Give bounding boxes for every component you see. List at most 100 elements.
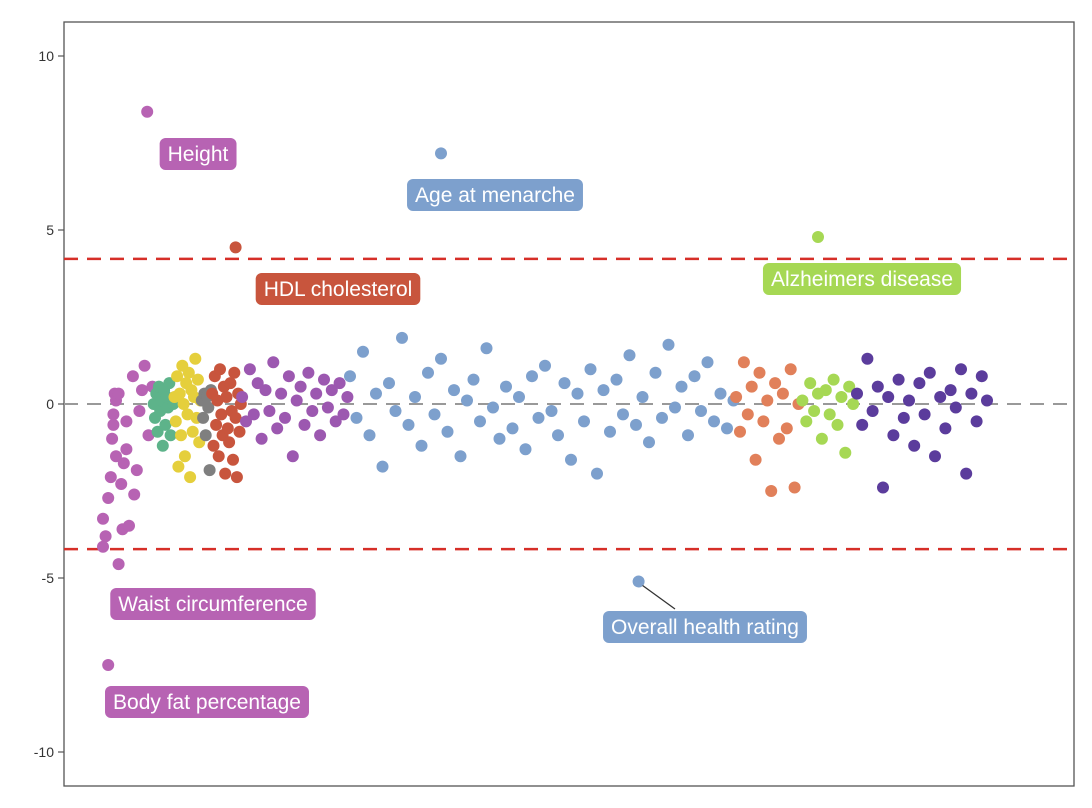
data-point: [506, 422, 519, 435]
data-point: [169, 415, 182, 428]
data-point: [923, 366, 936, 379]
data-point: [376, 460, 389, 473]
data-point: [765, 485, 778, 497]
data-point: [409, 391, 421, 403]
data-point: [861, 352, 874, 365]
data-point: [396, 331, 408, 344]
callout-label: Alzheimers disease: [762, 263, 962, 295]
data-point: [133, 405, 146, 417]
data-point: [243, 363, 256, 376]
data-point: [788, 481, 801, 494]
data-point: [138, 359, 151, 372]
data-point: [402, 418, 415, 431]
data-point: [610, 373, 623, 386]
data-point: [688, 370, 701, 383]
callout-text: Age at menarche: [415, 184, 575, 207]
data-point: [186, 425, 199, 438]
data-point: [178, 450, 191, 463]
data-point: [130, 464, 143, 477]
callout-label: Height: [159, 138, 237, 170]
data-point: [363, 429, 376, 442]
data-point: [171, 370, 184, 383]
callout-background: [762, 263, 962, 295]
data-point: [815, 432, 828, 445]
callout-label: Waist circumference: [110, 588, 316, 620]
callouts: Height Age at menarche HDL cholesterol Alzh…: [105, 138, 962, 718]
data-point: [636, 391, 649, 403]
data-point: [228, 366, 241, 379]
data-point: [117, 457, 130, 470]
data-point: [306, 405, 319, 417]
data-point: [247, 408, 260, 421]
callout-text: Alzheimers disease: [771, 268, 953, 291]
data-point: [321, 401, 334, 414]
data-point: [649, 366, 662, 379]
data-point: [435, 352, 447, 365]
callout-label: HDL cholesterol: [255, 273, 421, 305]
data-point: [675, 380, 688, 393]
data-point: [539, 359, 551, 372]
data-point: [227, 453, 239, 466]
data-point: [203, 464, 216, 477]
data-point: [211, 394, 224, 407]
data-point: [480, 342, 493, 355]
y-tick-label: 5: [46, 222, 54, 238]
data-point: [259, 384, 272, 397]
callout-text: Body fat percentage: [113, 691, 301, 714]
data-point: [214, 363, 226, 376]
data-point: [389, 405, 402, 417]
data-point: [780, 422, 793, 435]
data-point: [123, 519, 135, 532]
data-point: [851, 387, 863, 400]
data-point: [357, 345, 369, 358]
data-point: [99, 530, 112, 543]
data-point: [370, 387, 382, 400]
data-point: [721, 422, 733, 435]
data-point: [415, 439, 428, 452]
data-point: [251, 377, 264, 390]
data-point: [662, 338, 675, 351]
data-point: [513, 391, 525, 403]
data-point: [745, 380, 758, 393]
data-point: [344, 370, 356, 383]
data-point: [255, 432, 268, 445]
data-point: [960, 467, 973, 480]
data-point: [325, 384, 338, 397]
data-points: [97, 105, 993, 671]
data-point: [835, 391, 848, 403]
data-point: [126, 370, 139, 383]
data-point: [107, 418, 120, 431]
data-point: [753, 366, 766, 379]
data-point: [350, 411, 363, 424]
data-point: [142, 429, 155, 442]
y-tick-label: -10: [34, 744, 54, 760]
data-point: [271, 422, 284, 435]
data-point: [106, 432, 119, 445]
data-point: [500, 380, 512, 393]
data-point: [302, 366, 315, 379]
data-point: [769, 377, 782, 390]
data-point: [97, 540, 109, 553]
data-point: [944, 384, 957, 397]
data-point: [623, 349, 636, 362]
data-point: [749, 453, 762, 466]
data-point: [220, 391, 233, 403]
data-point: [757, 415, 770, 428]
data-point: [120, 443, 133, 456]
data-point: [856, 418, 869, 431]
data-point: [240, 415, 252, 428]
data-point: [796, 394, 809, 407]
annotated-point: [632, 575, 645, 588]
data-point: [578, 415, 590, 428]
data-point: [112, 387, 125, 400]
annotated-point: [229, 241, 242, 254]
data-point: [229, 411, 242, 424]
data-point: [552, 429, 564, 442]
data-point: [734, 425, 746, 438]
data-point: [565, 453, 577, 466]
data-point: [669, 401, 681, 414]
data-point: [159, 418, 172, 431]
callout-background: [255, 273, 421, 305]
data-point: [714, 387, 727, 400]
data-point: [519, 443, 532, 456]
